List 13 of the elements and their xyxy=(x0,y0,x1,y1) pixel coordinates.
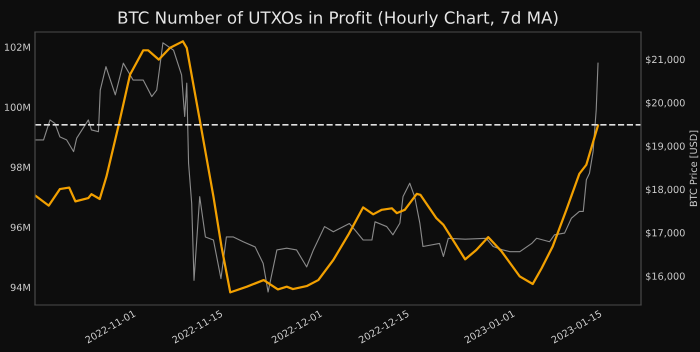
y-tick-label: 98M xyxy=(10,164,30,171)
chart-title: BTC Number of UTXOs in Profit (Hourly Chart, 7d MA) xyxy=(118,11,558,28)
y2-tick-label: $17,000 xyxy=(646,228,685,238)
y-tick-label: 94M xyxy=(10,284,30,292)
y2-tick-label: $18,000 xyxy=(646,186,685,194)
y2-tick-label: $19,000 xyxy=(646,142,685,152)
y-tick-label: 102M xyxy=(4,43,30,51)
y2-tick-label: $21,000 xyxy=(646,56,685,64)
y-tick-label: 96M xyxy=(10,224,30,232)
y-tick-label: 100M xyxy=(4,104,30,111)
y2-axis-title: BTC Price [USD] xyxy=(690,130,698,206)
y2-tick-label: $16,000 xyxy=(646,272,685,282)
y2-tick-label: $20,000 xyxy=(646,98,685,108)
